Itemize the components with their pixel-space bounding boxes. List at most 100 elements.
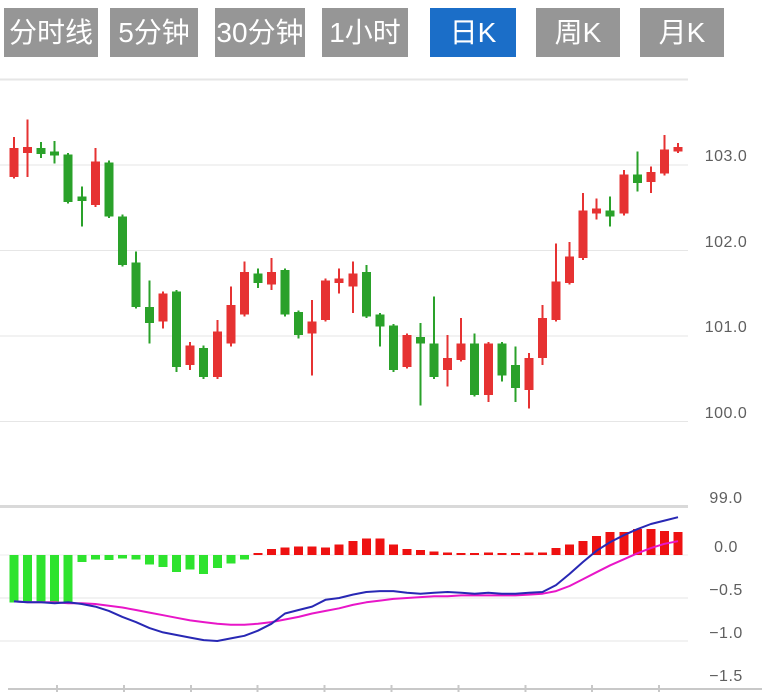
candle-body bbox=[646, 171, 656, 183]
candle-body bbox=[456, 343, 466, 360]
macd-dea-line bbox=[13, 540, 679, 626]
tab-daily-k[interactable]: 日K bbox=[430, 8, 516, 57]
macd-histogram-bar bbox=[104, 555, 114, 561]
candle-body bbox=[239, 271, 249, 315]
candle-body bbox=[619, 174, 629, 214]
macd-tick-label: −1.5 bbox=[709, 668, 743, 685]
macd-histogram-bar bbox=[266, 548, 276, 555]
macd-histogram-bar bbox=[226, 555, 236, 564]
candle-body bbox=[578, 210, 588, 259]
candle-body bbox=[429, 343, 439, 378]
macd-histogram-bar bbox=[470, 553, 480, 555]
candle-body bbox=[443, 358, 453, 371]
macd-histogram-bar bbox=[673, 531, 683, 555]
macd-histogram-bar bbox=[537, 552, 547, 555]
candle-body bbox=[632, 174, 642, 183]
macd-histogram-bar bbox=[565, 544, 575, 555]
candle-body bbox=[185, 345, 195, 366]
macd-histogram-bar bbox=[280, 547, 290, 555]
candle-body bbox=[510, 365, 520, 389]
candle-body bbox=[497, 343, 507, 376]
tab-1hour[interactable]: 1小时 bbox=[322, 8, 408, 57]
macd-histogram bbox=[9, 529, 683, 603]
candlestick-series bbox=[9, 119, 683, 409]
candle-body bbox=[131, 262, 141, 307]
candle-body bbox=[673, 147, 683, 152]
macd-histogram-bar bbox=[50, 555, 60, 603]
macd-histogram-bar bbox=[239, 555, 249, 560]
candle-body bbox=[50, 151, 60, 156]
candle-body bbox=[9, 147, 19, 177]
macd-histogram-bar bbox=[77, 555, 87, 562]
macd-histogram-bar bbox=[63, 555, 73, 603]
tab-fenshi-line[interactable]: 分时线 bbox=[4, 8, 98, 57]
macd-histogram-bar bbox=[9, 555, 19, 603]
candle-body bbox=[307, 321, 317, 334]
macd-tick-label: −0.5 bbox=[709, 582, 743, 599]
macd-histogram-bar bbox=[619, 531, 629, 555]
macd-histogram-bar bbox=[497, 553, 507, 555]
candle-body bbox=[470, 343, 480, 395]
macd-histogram-bar bbox=[36, 555, 46, 603]
candle-body bbox=[253, 273, 263, 283]
candle-body bbox=[592, 208, 602, 214]
price-tick-label: 100.0 bbox=[704, 404, 748, 422]
macd-histogram-bar bbox=[402, 548, 412, 555]
candle-body bbox=[321, 280, 331, 320]
macd-histogram-bar bbox=[348, 541, 358, 555]
candle-body bbox=[23, 147, 33, 154]
candle-body bbox=[524, 358, 534, 390]
candle-body bbox=[172, 291, 182, 367]
macd-histogram-bar bbox=[605, 531, 615, 555]
macd-histogram-bar bbox=[646, 529, 656, 555]
candle-body bbox=[104, 162, 114, 217]
candle-body bbox=[158, 293, 168, 322]
macd-histogram-bar bbox=[199, 555, 209, 574]
candle-body bbox=[36, 147, 46, 154]
candle-body bbox=[565, 256, 575, 283]
macd-histogram-bar bbox=[23, 555, 33, 603]
macd-histogram-bar bbox=[185, 555, 195, 570]
timeframe-toolbar: 分时线 5分钟 30分钟 1小时 日K 周K 月K bbox=[0, 8, 762, 57]
candle-body bbox=[361, 271, 371, 317]
macd-histogram-bar bbox=[334, 544, 344, 555]
tab-weekly-k[interactable]: 周K bbox=[536, 8, 620, 57]
macd-histogram-bar bbox=[456, 553, 466, 555]
candle-body bbox=[199, 347, 209, 378]
tab-30min[interactable]: 30分钟 bbox=[215, 8, 305, 57]
candle-body bbox=[375, 314, 385, 327]
candle-body bbox=[605, 210, 615, 217]
candle-body bbox=[145, 306, 154, 324]
candle-body bbox=[226, 305, 236, 344]
macd-histogram-bar bbox=[172, 555, 182, 573]
price-tick-label: 102.0 bbox=[704, 233, 748, 251]
macd-histogram-bar bbox=[307, 546, 317, 555]
macd-histogram-bar bbox=[551, 548, 561, 555]
macd-histogram-bar bbox=[375, 538, 385, 555]
candle-body bbox=[334, 278, 344, 283]
macd-histogram-bar bbox=[145, 555, 154, 565]
candle-body bbox=[294, 312, 304, 336]
price-tick-label: 103.0 bbox=[704, 148, 748, 165]
macd-tick-label: −1.0 bbox=[709, 625, 743, 642]
macd-histogram-bar bbox=[578, 541, 588, 555]
macd-histogram-bar bbox=[592, 536, 602, 555]
macd-histogram-bar bbox=[117, 555, 127, 559]
price-pane-gridlines bbox=[0, 78, 688, 508]
candle-body bbox=[117, 216, 127, 266]
macd-histogram-bar bbox=[416, 549, 425, 555]
candle-body bbox=[212, 331, 222, 378]
candle-body bbox=[659, 149, 669, 174]
macd-histogram-bar bbox=[321, 547, 331, 555]
macd-histogram-bar bbox=[429, 551, 439, 555]
candle-body bbox=[77, 196, 87, 201]
tab-5min[interactable]: 5分钟 bbox=[110, 8, 198, 57]
macd-histogram-bar bbox=[388, 544, 398, 555]
macd-histogram-bar bbox=[524, 552, 534, 555]
price-tick-label: 101.0 bbox=[704, 319, 748, 336]
tab-monthly-k[interactable]: 月K bbox=[640, 8, 724, 57]
candle-body bbox=[280, 270, 290, 315]
x-axis bbox=[8, 685, 762, 692]
candle-body bbox=[63, 154, 73, 202]
